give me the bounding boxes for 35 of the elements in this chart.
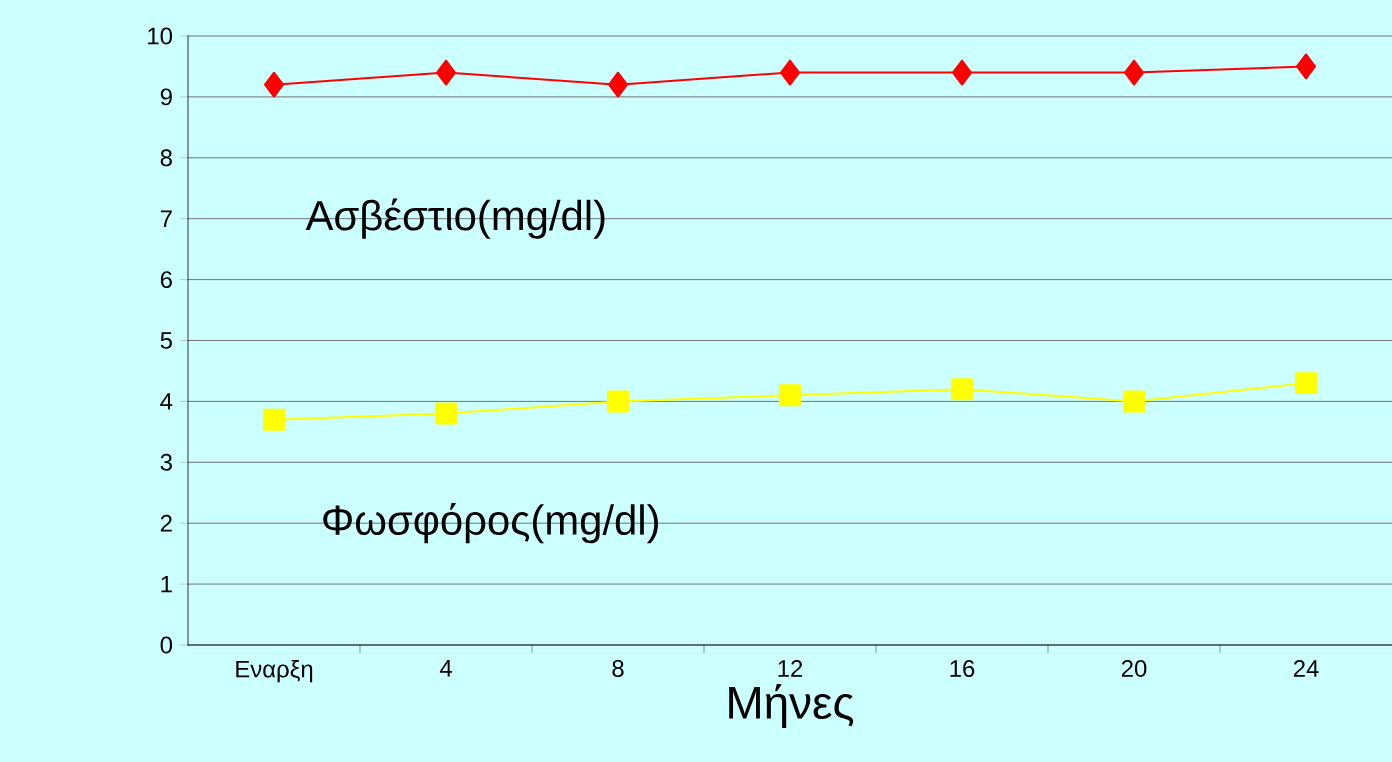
- y-tick-label: 9: [160, 88, 172, 106]
- x-tick-label: 4: [439, 660, 452, 677]
- point: [263, 408, 286, 431]
- point: [607, 390, 630, 413]
- y-tick-label: 7: [160, 210, 172, 227]
- x-tick-label: 12: [778, 660, 803, 677]
- point: [952, 59, 973, 86]
- point: [1123, 390, 1146, 413]
- y-tick-label: 10: [148, 27, 173, 45]
- x-tick-label: Εναρξη: [236, 660, 313, 683]
- point: [436, 59, 457, 86]
- y-tick-label: 1: [161, 575, 172, 593]
- y-tick-label: 0: [160, 636, 173, 654]
- point: [435, 402, 458, 425]
- point: [951, 378, 974, 401]
- x-tick-label: 24: [1293, 660, 1319, 677]
- point: [1295, 372, 1318, 395]
- point: [1124, 59, 1145, 86]
- text: Ασβέστιο(mg/dl): [305, 198, 605, 239]
- x-axis-title: Μήνες: [729, 684, 854, 729]
- x-tick-label: 20: [1121, 660, 1147, 677]
- y-tick-label: 8: [160, 149, 172, 167]
- point: [608, 71, 629, 98]
- x-tick-label: 8: [612, 660, 624, 677]
- point: [780, 59, 801, 86]
- x-tick-label: 16: [950, 660, 975, 677]
- point: [1296, 53, 1317, 80]
- y-tick-label: 5: [160, 332, 172, 349]
- y-tick-label: 2: [160, 514, 172, 532]
- point: [264, 71, 285, 98]
- series-label: Φωσφόρος(mg/dl): [323, 503, 658, 544]
- y-tick-label: 3: [160, 453, 172, 471]
- y-tick-label: 6: [160, 271, 172, 289]
- point: [779, 384, 802, 407]
- y-tick-label: 4: [160, 393, 173, 410]
